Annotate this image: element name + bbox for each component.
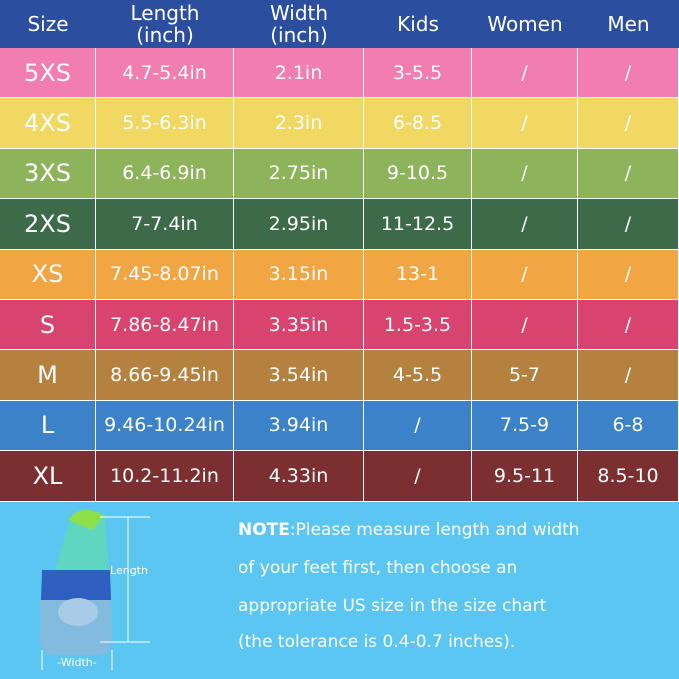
note-line: NOTE:Please measure length and width — [238, 520, 580, 540]
table-cell: 3.15in — [234, 249, 364, 300]
table-cell: / — [472, 199, 578, 250]
table-cell: 4-5.5 — [364, 350, 472, 401]
header-cell: Size — [0, 0, 96, 48]
table-cell: 5-7 — [472, 350, 578, 401]
table-cell: / — [472, 48, 578, 99]
table-cell: 4.7-5.4in — [96, 48, 234, 99]
table-cell: / — [578, 199, 679, 250]
table-cell: L — [0, 400, 96, 452]
table-cell: 7-7.4in — [96, 199, 234, 250]
table-cell: / — [472, 148, 578, 200]
note-line: (the tolerance is 0.4-0.7 inches). — [238, 632, 516, 652]
table-cell: 6-8.5 — [364, 98, 472, 149]
table-cell: 5XS — [0, 48, 96, 99]
table-cell: 2.75in — [234, 148, 364, 200]
table-cell: / — [472, 98, 578, 149]
table-cell: / — [578, 148, 679, 200]
table-cell: 2.3in — [234, 98, 364, 149]
table-cell: XS — [0, 249, 96, 300]
table-cell: 3.35in — [234, 300, 364, 351]
table-cell: / — [364, 400, 472, 452]
note-label: NOTE — [238, 520, 290, 540]
table-cell: 2.95in — [234, 199, 364, 250]
table-cell: 5.5-6.3in — [96, 98, 234, 149]
table-cell: 1.5-3.5 — [364, 300, 472, 351]
header-cell: Width (inch) — [234, 0, 364, 48]
table-cell: 6-8 — [578, 400, 679, 452]
header-cell: Women — [472, 0, 578, 48]
fin-illustration: Length -Width- — [39, 509, 150, 670]
table-cell: 2XS — [0, 199, 96, 250]
table-cell: / — [578, 300, 679, 351]
table-cell: 3-5.5 — [364, 48, 472, 99]
table-cell: 3.94in — [234, 400, 364, 452]
note-line: of your feet first, then choose an — [238, 558, 518, 578]
table-cell: 2.1in — [234, 48, 364, 99]
note-text: :Please measure length and width — [289, 520, 580, 540]
table-cell: / — [364, 451, 472, 502]
table-cell: / — [472, 249, 578, 300]
header-cell: Men — [578, 0, 679, 48]
table-cell: 4XS — [0, 98, 96, 149]
table-cell: 4.33in — [234, 451, 364, 502]
table-cell: / — [578, 48, 679, 99]
table-cell: / — [578, 249, 679, 300]
table-cell: 9.46-10.24in — [96, 400, 234, 452]
table-cell: / — [472, 300, 578, 351]
table-cell: / — [578, 350, 679, 401]
table-cell: 3.54in — [234, 350, 364, 401]
table-cell: 9-10.5 — [364, 148, 472, 200]
table-cell: XL — [0, 451, 96, 502]
header-cell: Length (inch) — [96, 0, 234, 48]
table-cell: 8.5-10 — [578, 451, 679, 502]
table-cell: 9.5-11 — [472, 451, 578, 502]
table-cell: 3XS — [0, 148, 96, 200]
table-cell: 8.66-9.45in — [96, 350, 234, 401]
table-cell: 7.86-8.47in — [96, 300, 234, 351]
header-cell: Kids — [364, 0, 472, 48]
table-cell: M — [0, 350, 96, 401]
note-line: appropriate US size in the size chart — [238, 596, 547, 616]
table-cell: 13-1 — [364, 249, 472, 300]
table-cell: S — [0, 300, 96, 351]
table-cell: / — [578, 98, 679, 149]
table-cell: 6.4-6.9in — [96, 148, 234, 200]
table-cell: 11-12.5 — [364, 199, 472, 250]
table-cell: 7.45-8.07in — [96, 249, 234, 300]
table-cell: 7.5-9 — [472, 400, 578, 452]
length-label: Length — [110, 564, 148, 577]
table-cell: 10.2-11.2in — [96, 451, 234, 502]
width-label: -Width- — [57, 656, 96, 669]
